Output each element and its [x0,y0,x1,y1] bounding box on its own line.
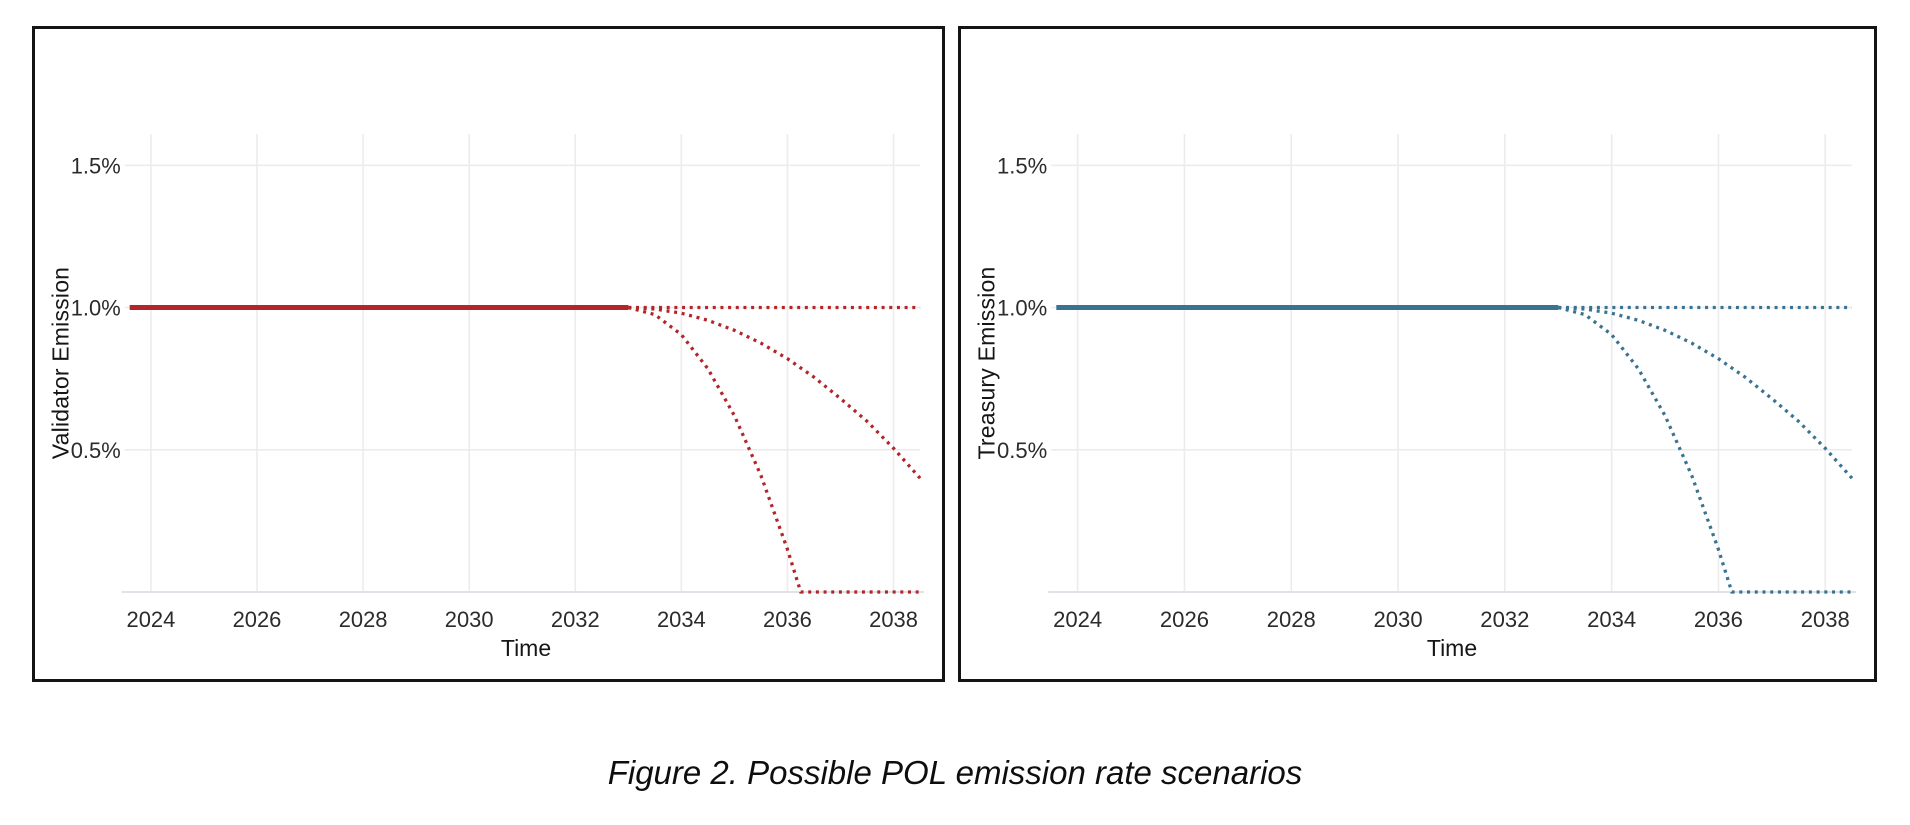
x-tick-label: 2038 [1801,607,1850,632]
x-tick-label: 2030 [445,607,494,632]
y-tick-label: 1.0% [71,295,121,320]
x-tick-label: 2032 [551,607,600,632]
y-axis-title-treasury: Treasury Emission [973,266,1000,460]
y-tick-label: 0.5% [997,438,1047,463]
chart-panel-treasury-emission: 2024 2026 2028 2030 2032 2034 2036 2038 0.5% 1.0%… [958,26,1877,682]
y-tick-label: 1.5% [71,153,121,178]
x-tick-label: 2034 [657,607,706,632]
series-scenario-gradual-decline [628,305,922,480]
x-tick-label: 2024 [1053,607,1102,632]
x-axis-title-time: Time [1426,635,1478,661]
x-tick-label: 2026 [233,607,282,632]
y-tick-label: 1.5% [997,153,1047,178]
series-scenario-full-halt [1557,305,1852,594]
x-tick-label: 2036 [763,607,812,632]
x-tick-label: 2030 [1374,607,1423,632]
figure-caption: Figure 2. Possible POL emission rate sce… [607,754,1303,791]
validator-emission-plot: 2024 2026 2028 2030 2032 2034 2036 2038 0.5% 1.0%… [71,134,925,632]
x-tick-label: 2036 [1694,607,1743,632]
x-tick-label: 2038 [869,607,918,632]
x-tick-label: 2034 [1587,607,1636,632]
x-tick-label: 2026 [1160,607,1209,632]
x-tick-label: 2024 [127,607,176,632]
series-scenario-full-halt [627,305,921,594]
x-tick-label: 2032 [1480,607,1529,632]
treasury-emission-plot: 2024 2026 2028 2030 2032 2034 2036 2038 0.5% 1.0%… [997,134,1856,632]
y-tick-label: 1.0% [997,296,1047,321]
chart-panel-validator-emission: 2024 2026 2028 2030 2032 2034 2036 2038 0.5% 1.0%… [32,26,945,682]
series-scenario-gradual-decline [1558,305,1854,480]
x-tick-label: 2028 [339,607,388,632]
x-tick-label: 2028 [1267,607,1316,632]
y-axis-title-validator: Validator Emission [47,266,74,460]
x-axis-title-time: Time [500,635,552,661]
y-tick-label: 0.5% [71,438,121,463]
